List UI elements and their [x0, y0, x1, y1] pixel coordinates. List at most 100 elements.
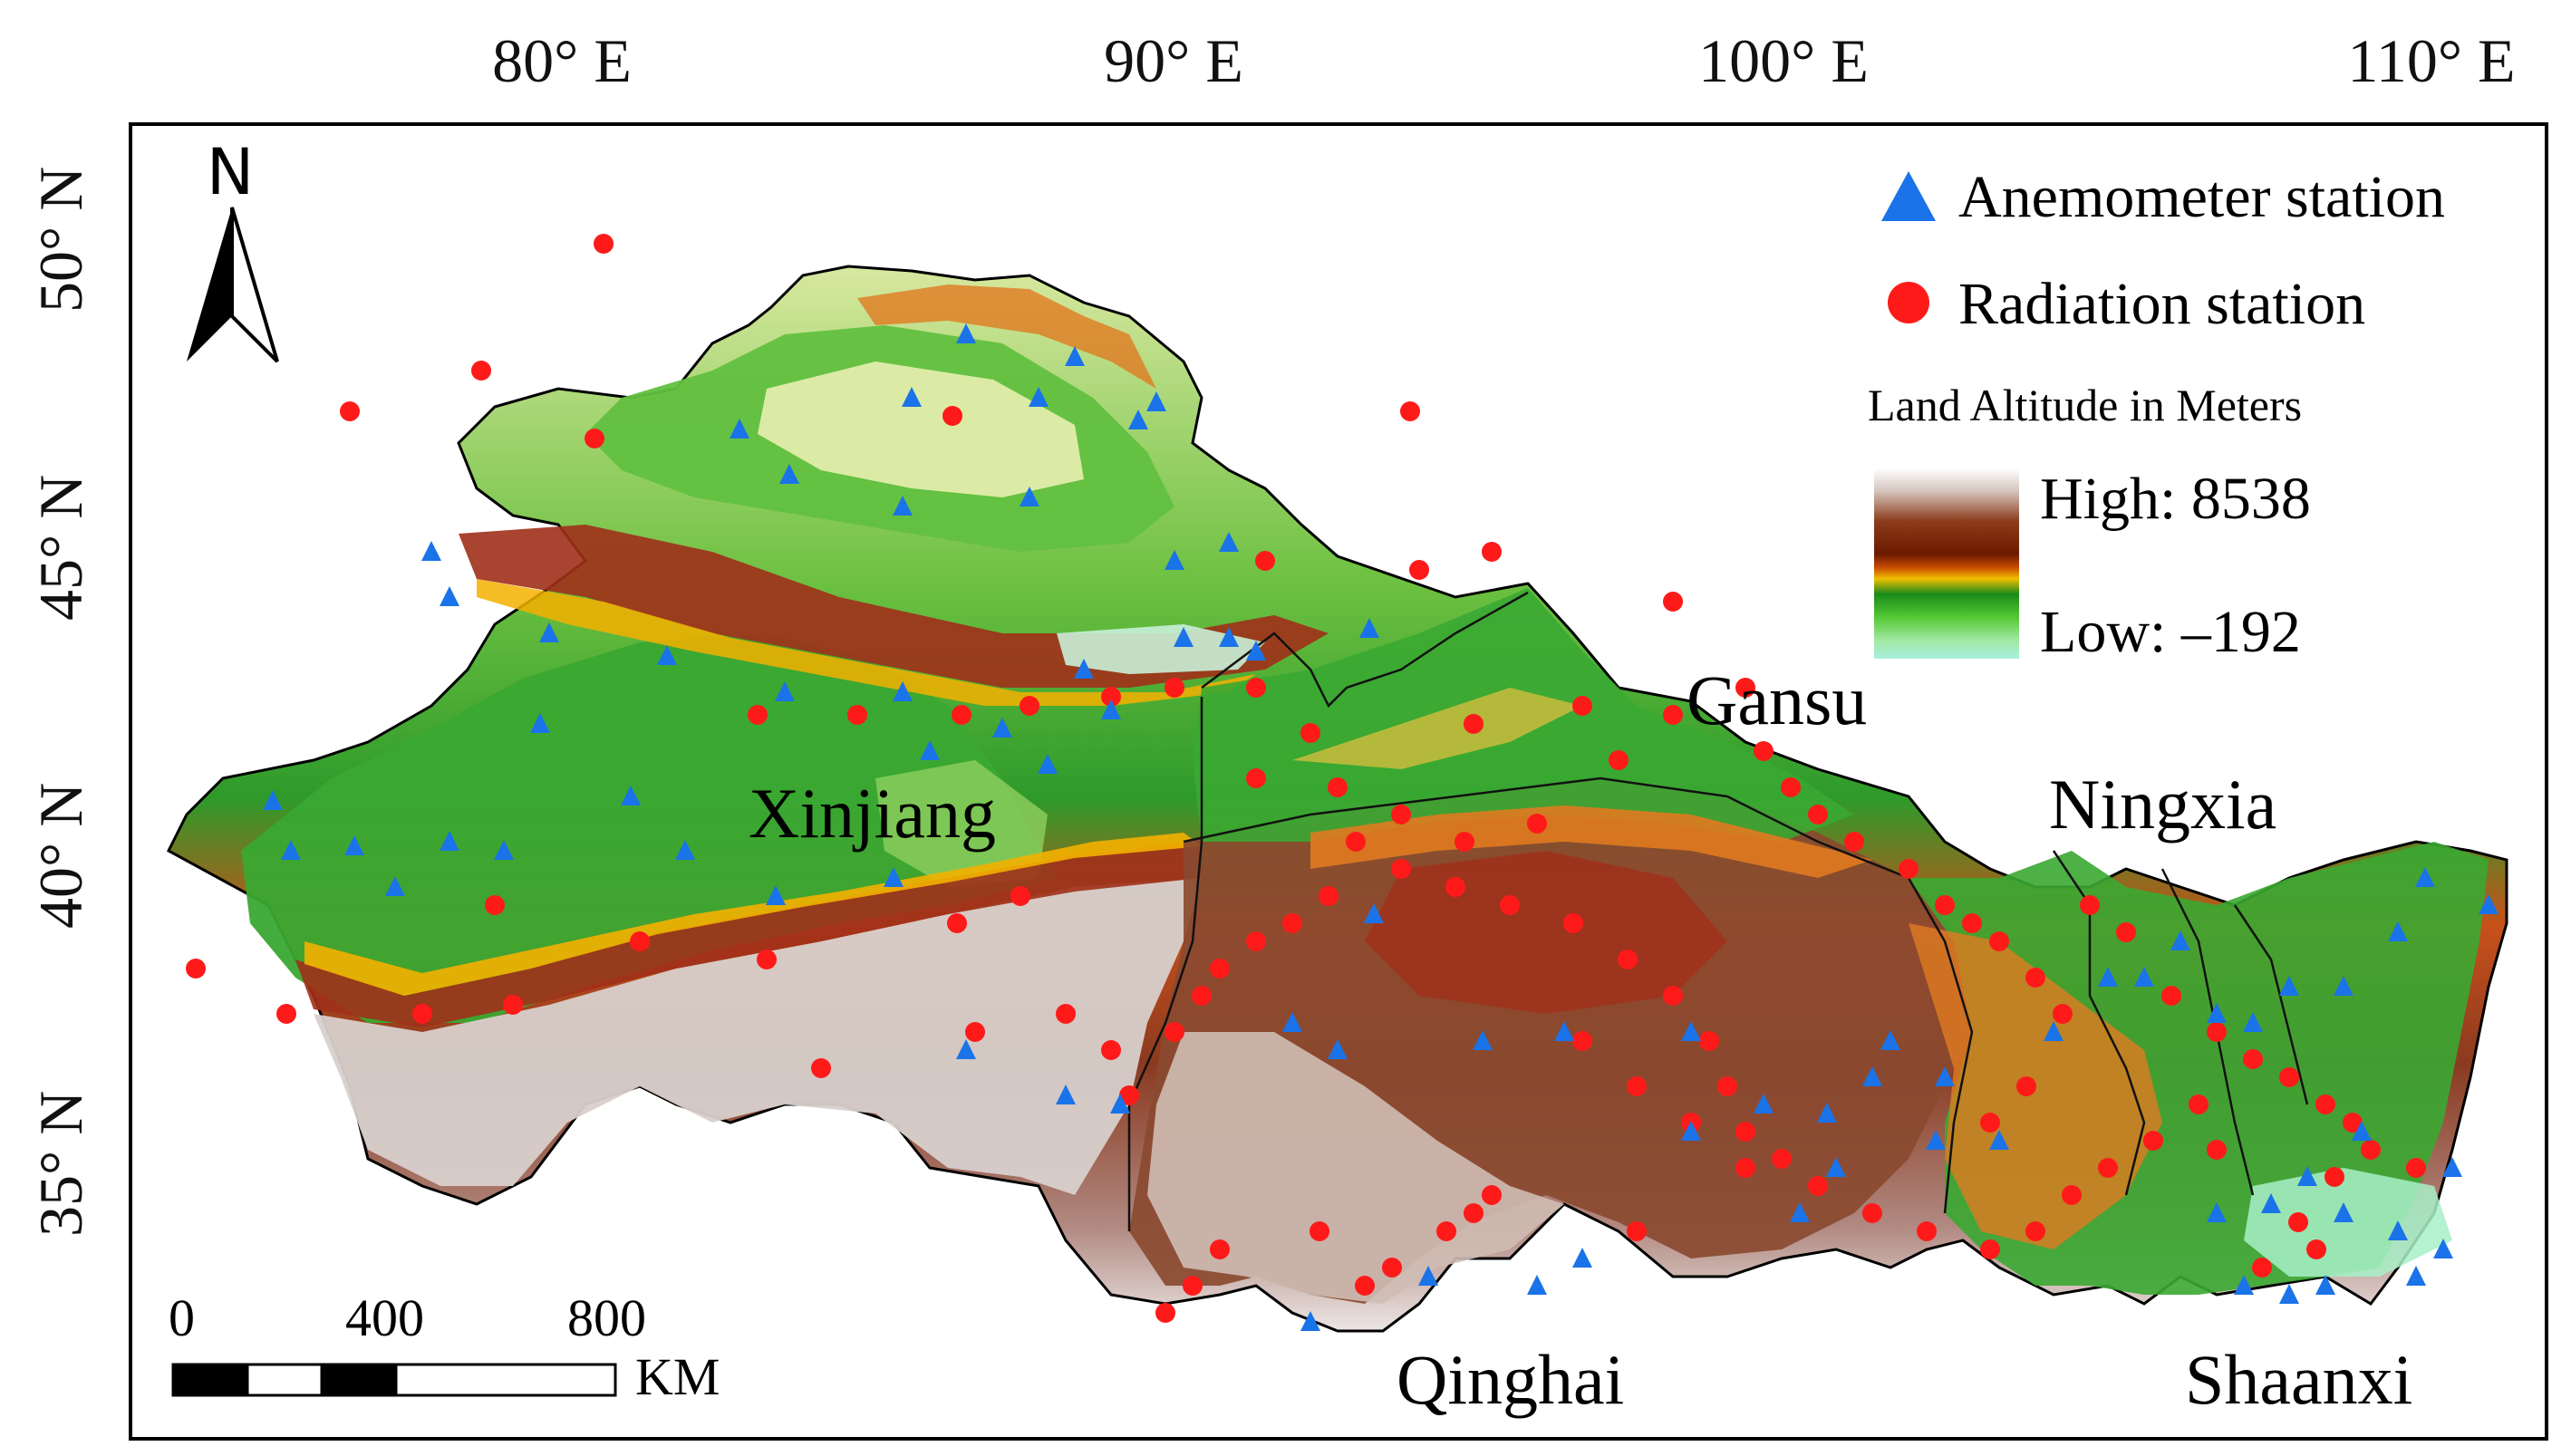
radiation-station	[1754, 741, 1774, 761]
radiation-station	[1246, 678, 1266, 698]
radiation-station	[2406, 1158, 2426, 1178]
radiation-station	[1056, 1004, 1076, 1024]
anemometer-station	[421, 541, 441, 561]
anemometer-station	[1473, 1030, 1493, 1050]
lat-label-50: 50° N	[26, 166, 95, 313]
radiation-station	[1010, 886, 1030, 906]
radiation-station	[1165, 1022, 1184, 1042]
radiation-station	[1572, 1031, 1592, 1051]
tarim-basin	[241, 633, 1057, 1023]
anemometer-station	[2098, 967, 2118, 987]
radiation-station	[1464, 714, 1484, 734]
radiation-station	[1772, 1149, 1792, 1169]
radiation-station	[471, 361, 491, 381]
radiation-station	[1165, 678, 1184, 698]
lon-label-100: 100° E	[1698, 26, 1869, 95]
anemometer-station	[1110, 1094, 1130, 1114]
scale-label-400: 400	[345, 1288, 424, 1347]
radiation-station	[1246, 931, 1266, 951]
label-xinjiang: Xinjiang	[749, 774, 996, 853]
gansu-yellow-top	[1292, 688, 1582, 769]
lat-label-45: 45° N	[26, 474, 95, 621]
anemometer-station	[344, 835, 364, 855]
scale-bar: 0 400 800 KM	[169, 1288, 720, 1406]
anemometer-station	[2388, 921, 2408, 941]
radiation-station	[2098, 1158, 2118, 1178]
radiation-station	[1735, 1122, 1755, 1142]
radiation-station	[2343, 1113, 2363, 1133]
anemometer-station	[1935, 1066, 1955, 1086]
radiation-station	[1899, 859, 1919, 879]
legend-radiation-label: Radiation station	[1958, 271, 2365, 337]
radiation-station	[2116, 922, 2136, 942]
radiation-station	[1409, 560, 1429, 580]
radiation-station	[2288, 1212, 2308, 1232]
scale-unit: KM	[635, 1347, 720, 1406]
anemometer-station-group	[263, 323, 2499, 1331]
radiation-station	[1300, 723, 1320, 743]
anemometer-station	[1572, 1248, 1592, 1268]
anemometer-station	[2406, 1266, 2426, 1286]
anemometer-station	[1989, 1130, 2009, 1150]
anemometer-station	[1554, 1021, 1574, 1041]
north-arrow	[187, 207, 279, 363]
radiation-station	[1210, 959, 1230, 979]
gurbantunggut-desert	[758, 362, 1084, 497]
legend-anemometer-label: Anemometer station	[1958, 164, 2445, 230]
radiation-station	[2279, 1067, 2299, 1087]
anemometer-station	[1880, 1030, 1900, 1050]
label-qinghai: Qinghai	[1397, 1340, 1624, 1419]
anemometer-station	[657, 645, 677, 665]
anemometer-station	[1219, 627, 1239, 647]
anemometer-station	[2279, 976, 2299, 996]
radiation-station	[1935, 895, 1955, 915]
north-arrow-label: N	[207, 135, 254, 209]
radiation-station	[1527, 814, 1547, 834]
lat-label-40: 40° N	[26, 782, 95, 929]
radiation-station	[503, 995, 523, 1015]
anemometer-station	[2479, 894, 2499, 914]
legend-altitude-title: Land Altitude in Meters	[1868, 380, 2302, 430]
radiation-station	[1455, 832, 1474, 852]
scale-label-800: 800	[567, 1288, 646, 1347]
radiation-station	[2361, 1140, 2381, 1160]
radiation-station	[757, 950, 777, 969]
anemometer-station	[1527, 1275, 1547, 1295]
kunlun-highlands	[314, 878, 1202, 1195]
anemometer-station	[775, 681, 795, 701]
radiation-station	[1663, 705, 1683, 725]
radiation-station	[186, 959, 206, 979]
lon-label-80: 80° E	[492, 26, 632, 95]
radiation-station	[412, 1004, 432, 1024]
anemometer-station	[1282, 1012, 1302, 1032]
anemometer-station	[1020, 487, 1039, 506]
radiation-station	[1844, 832, 1864, 852]
radiation-station-group	[186, 234, 2426, 1323]
radiation-station	[2062, 1185, 2082, 1205]
kunlun-yellow-band	[304, 833, 1202, 996]
radiation-station	[1246, 768, 1266, 788]
turpan-depression	[1057, 624, 1265, 674]
radiation-station	[952, 705, 971, 725]
anemometer-station	[2170, 930, 2190, 950]
anemometer-station	[1246, 641, 1266, 661]
anemometer-station	[992, 718, 1012, 738]
anemometer-station	[1101, 699, 1121, 719]
anemometer-station	[1359, 618, 1379, 638]
anemometer-station	[621, 786, 641, 805]
legend-color-ramp	[1874, 468, 2019, 659]
radiation-station	[1627, 1076, 1647, 1096]
anemometer-station	[1862, 1066, 1882, 1086]
radiation-station	[2053, 1004, 2073, 1024]
anemometer-station	[1029, 387, 1049, 407]
label-shaanxi: Shaanxi	[2185, 1340, 2412, 1419]
radiation-station	[2207, 1140, 2227, 1160]
radiation-station	[485, 895, 505, 915]
province-boundaries	[1127, 591, 2309, 1231]
radiation-station	[1328, 777, 1348, 797]
radiation-station	[1101, 687, 1121, 707]
radiation-station	[1346, 832, 1366, 852]
anemometer-station	[2415, 867, 2435, 887]
anemometer-station	[1681, 1021, 1701, 1041]
radiation-station	[1464, 1203, 1484, 1223]
